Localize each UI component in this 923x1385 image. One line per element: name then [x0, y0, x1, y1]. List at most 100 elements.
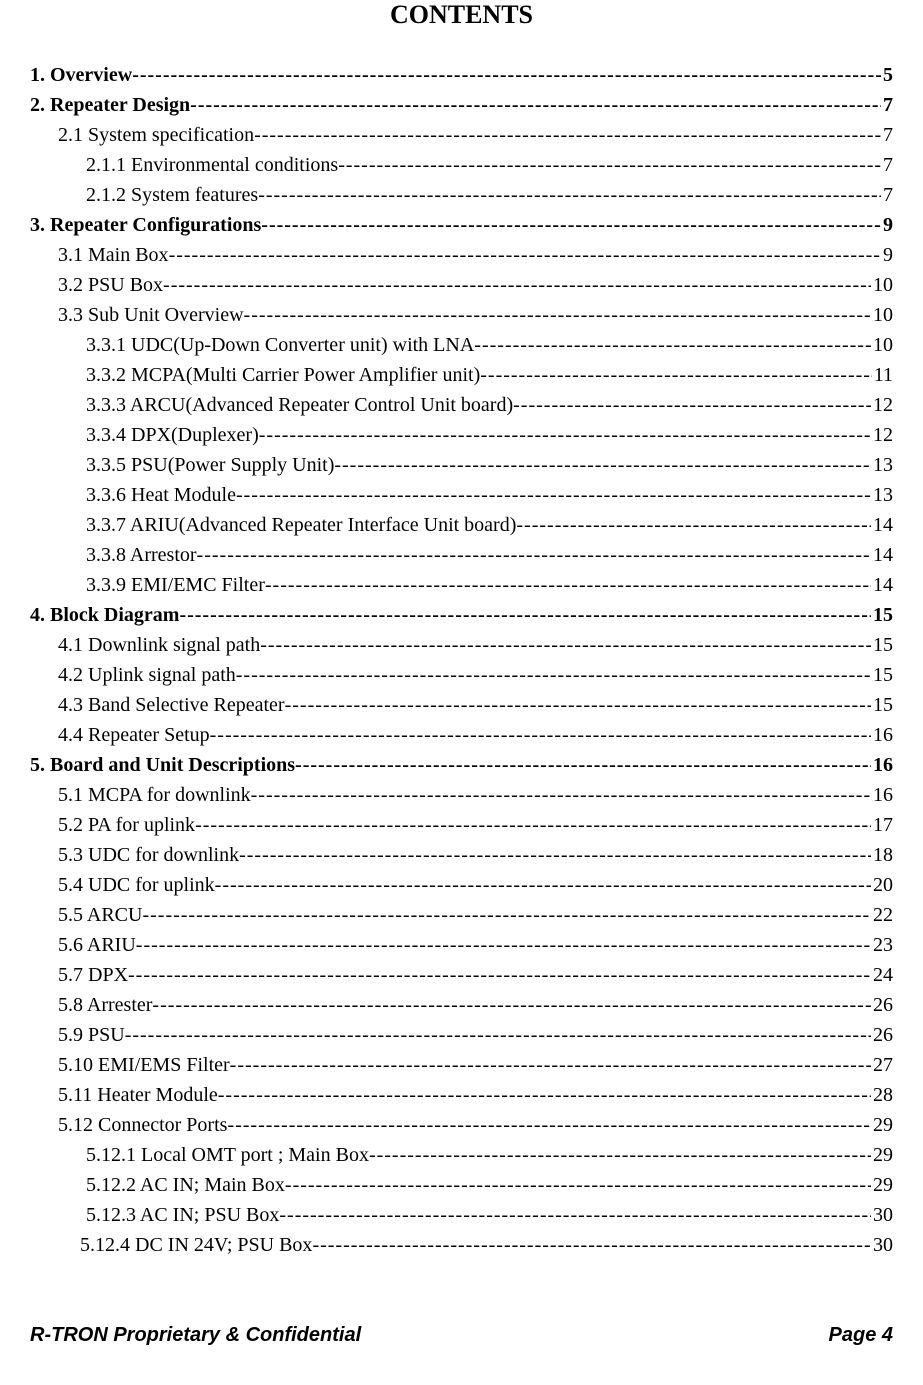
toc-leader	[513, 390, 871, 420]
toc-leader	[312, 1230, 871, 1260]
toc-entry: 5.11 Heater Module 28	[30, 1080, 893, 1110]
toc-label: 2. Repeater Design	[30, 90, 190, 120]
toc-entry: 5.3 UDC for downlink 18	[30, 840, 893, 870]
toc-entry: 5.12.1 Local OMT port ; Main Box 29	[30, 1140, 893, 1170]
toc-page-number: 7	[881, 90, 893, 120]
toc-page-number: 30	[871, 1200, 893, 1230]
toc-label: 5.5 ARCU	[58, 900, 142, 930]
toc-page-number: 17	[871, 810, 893, 840]
toc-entry: 3. Repeater Configurations 9	[30, 210, 893, 240]
toc-leader	[179, 600, 871, 630]
toc-leader	[369, 1140, 871, 1170]
toc-page-number: 12	[871, 390, 893, 420]
toc-leader	[279, 1200, 871, 1230]
toc-label: 5.4 UDC for uplink	[58, 870, 215, 900]
toc-leader	[236, 480, 871, 510]
toc-label: 4.2 Uplink signal path	[58, 660, 236, 690]
toc-page-number: 27	[871, 1050, 893, 1080]
toc-label: 5.12 Connector Ports	[58, 1110, 227, 1140]
toc-label: 3.3.9 EMI/EMC Filter	[86, 570, 265, 600]
toc-leader	[516, 510, 871, 540]
toc-label: 3.3.5 PSU(Power Supply Unit)	[86, 450, 334, 480]
toc-page-number: 29	[871, 1110, 893, 1140]
toc-label: 5.1 MCPA for downlink	[58, 780, 251, 810]
toc-entry: 2.1.1 Environmental conditions 7	[30, 150, 893, 180]
toc-entry: 1. Overview 5	[30, 60, 893, 90]
toc-label: 1. Overview	[30, 60, 132, 90]
toc-leader	[239, 840, 871, 870]
toc-label: 5.10 EMI/EMS Filter	[58, 1050, 230, 1080]
toc-label: 5.11 Heater Module	[58, 1080, 218, 1110]
toc-leader	[260, 630, 871, 660]
toc-leader	[258, 180, 881, 210]
toc-entry: 5.10 EMI/EMS Filter 27	[30, 1050, 893, 1080]
toc-page-number: 10	[871, 270, 893, 300]
toc-entry: 3.3.4 DPX(Duplexer) 12	[30, 420, 893, 450]
toc-label: 3.3.2 MCPA(Multi Carrier Power Amplifier…	[86, 360, 480, 390]
toc-leader	[236, 660, 871, 690]
toc-page-number: 15	[871, 600, 893, 630]
toc-page-number: 13	[871, 450, 893, 480]
toc-label: 5. Board and Unit Descriptions	[30, 750, 295, 780]
toc-entry: 4.4 Repeater Setup 16	[30, 720, 893, 750]
toc-entry: 3.3.5 PSU(Power Supply Unit) 13	[30, 450, 893, 480]
toc-entry: 2.1.2 System features 7	[30, 180, 893, 210]
toc-label: 3.3.8 Arrestor	[86, 540, 197, 570]
toc-entry: 5.2 PA for uplink 17	[30, 810, 893, 840]
toc-leader	[142, 900, 871, 930]
toc-leader	[334, 450, 871, 480]
toc-entry: 5.6 ARIU 23	[30, 930, 893, 960]
toc-leader	[295, 750, 871, 780]
toc-entry: 4.3 Band Selective Repeater 15	[30, 690, 893, 720]
toc-page-number: 29	[871, 1170, 893, 1200]
toc-leader	[261, 210, 881, 240]
toc-leader	[244, 300, 871, 330]
toc-entry: 3.3.9 EMI/EMC Filter 14	[30, 570, 893, 600]
toc-page-number: 28	[871, 1080, 893, 1110]
toc-label: 5.9 PSU	[58, 1020, 125, 1050]
toc-label: 5.12.3 AC IN; PSU Box	[86, 1200, 279, 1230]
toc-leader	[190, 90, 881, 120]
toc-label: 3.2 PSU Box	[58, 270, 163, 300]
toc-entry: 5.9 PSU 26	[30, 1020, 893, 1050]
toc-entry: 5.8 Arrester 26	[30, 990, 893, 1020]
toc-label: 4. Block Diagram	[30, 600, 179, 630]
toc-page-number: 14	[871, 510, 893, 540]
toc-leader	[125, 1020, 871, 1050]
toc-page-number: 10	[871, 300, 893, 330]
toc-label: 3.3 Sub Unit Overview	[58, 300, 244, 330]
toc-leader	[128, 960, 871, 990]
toc-label: 4.4 Repeater Setup	[58, 720, 210, 750]
toc-entry: 5.5 ARCU 22	[30, 900, 893, 930]
toc-entry: 3.3.8 Arrestor 14	[30, 540, 893, 570]
toc-entry: 3.3.3 ARCU(Advanced Repeater Control Uni…	[30, 390, 893, 420]
toc-leader	[259, 420, 871, 450]
footer-right: Page 4	[829, 1324, 893, 1347]
toc-page-number: 16	[871, 780, 893, 810]
toc-entry: 3.1 Main Box 9	[30, 240, 893, 270]
toc-entry: 5.4 UDC for uplink 20	[30, 870, 893, 900]
toc-leader	[480, 360, 871, 390]
toc-leader	[136, 930, 871, 960]
toc-leader	[169, 240, 881, 270]
toc-label: 5.6 ARIU	[58, 930, 136, 960]
toc-entry: 5.7 DPX 24	[30, 960, 893, 990]
toc-label: 4.3 Band Selective Repeater	[58, 690, 285, 720]
toc-label: 3. Repeater Configurations	[30, 210, 261, 240]
toc-page-number: 7	[881, 120, 893, 150]
toc-leader	[215, 870, 871, 900]
toc-page-number: 9	[881, 210, 893, 240]
toc-page-number: 7	[881, 180, 893, 210]
toc-entry: 5.12 Connector Ports 29	[30, 1110, 893, 1140]
toc-label: 5.8 Arrester	[58, 990, 152, 1020]
toc-leader	[265, 570, 871, 600]
toc-leader	[338, 150, 881, 180]
toc-leader	[285, 1170, 871, 1200]
toc-page-number: 13	[871, 480, 893, 510]
page-footer: R-TRON Proprietary & Confidential Page 4	[30, 1324, 893, 1347]
footer-left: R-TRON Proprietary & Confidential	[30, 1324, 361, 1347]
toc-entry: 5. Board and Unit Descriptions 16	[30, 750, 893, 780]
toc-entry: 2.1 System specification 7	[30, 120, 893, 150]
toc-label: 3.3.3 ARCU(Advanced Repeater Control Uni…	[86, 390, 513, 420]
toc-label: 5.7 DPX	[58, 960, 128, 990]
